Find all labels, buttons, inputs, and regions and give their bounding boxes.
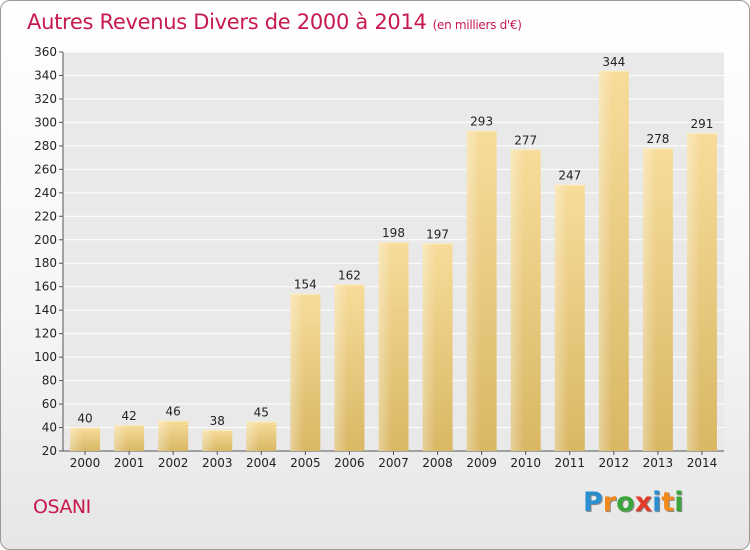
bar-highlight [202, 429, 216, 451]
y-tick-label: 360 [34, 45, 57, 59]
axes: 20 40 60 80 100 120 140 160 180 200 220 240 260 280 30… [34, 45, 724, 470]
x-tick-label: 2000 [70, 456, 101, 470]
data-label: 291 [691, 117, 714, 131]
x-tick-label: 2003 [202, 456, 233, 470]
bar-highlight [246, 421, 260, 451]
y-tick-label: 20 [42, 444, 57, 458]
bar-highlight [466, 130, 481, 451]
bar-highlight [422, 243, 437, 451]
x-tick-label: 2002 [158, 456, 189, 470]
y-tick-label: 240 [34, 186, 57, 200]
data-label: 45 [254, 406, 269, 420]
title-text: Autres Revenus Divers de 2000 à 2014 [27, 10, 427, 34]
data-label: 344 [602, 55, 625, 69]
y-tick-label: 300 [34, 115, 57, 129]
chart-title: Autres Revenus Divers de 2000 à 2014 (en … [27, 10, 522, 34]
logo-letter: x [634, 487, 653, 518]
y-tick-label: 320 [34, 92, 57, 106]
bar-highlight [686, 132, 701, 452]
y-tick-label: 180 [34, 256, 57, 270]
y-tick-label: 80 [42, 374, 57, 388]
logo-letter: i [674, 487, 684, 518]
y-tick-label: 260 [34, 162, 57, 176]
data-label: 277 [514, 133, 537, 147]
x-tick-label: 2008 [422, 456, 453, 470]
title-unit: (en milliers d'€) [432, 18, 522, 32]
x-tick-label: 2009 [466, 456, 497, 470]
bar-highlight [70, 427, 84, 451]
logo-letter: r [602, 487, 617, 518]
data-label: 197 [426, 227, 449, 241]
data-label: 278 [646, 132, 669, 146]
x-tick-label: 2007 [378, 456, 409, 470]
bar-highlight [378, 242, 392, 451]
data-label: 247 [558, 169, 581, 183]
data-label: 198 [382, 226, 405, 240]
data-label: 40 [77, 412, 92, 426]
logo-letter: P [583, 487, 603, 518]
y-tick-label: 120 [34, 327, 57, 341]
x-tick-label: 2001 [114, 456, 145, 470]
bar-highlight [290, 293, 304, 451]
bar-highlight [598, 70, 613, 451]
y-tick-label: 140 [34, 303, 57, 317]
bar-highlight [158, 420, 172, 451]
bar-highlight [114, 425, 128, 451]
data-label: 42 [121, 409, 136, 423]
place-name: OSANI [33, 496, 91, 518]
y-tick-label: 160 [34, 280, 57, 294]
x-tick-label: 2006 [334, 456, 365, 470]
y-tick-label: 220 [34, 209, 57, 223]
x-tick-label: 2004 [246, 456, 277, 470]
bar-highlight [510, 149, 525, 451]
bars: 40 42 46 38 45 154 162 198 197 293 277 247 344 278 291 [70, 55, 717, 452]
y-tick-label: 100 [34, 350, 57, 364]
x-tick-label: 2005 [290, 456, 321, 470]
bar-highlight [642, 148, 657, 451]
bar-highlight [334, 284, 348, 451]
data-label: 162 [338, 268, 361, 282]
y-tick-label: 200 [34, 233, 57, 247]
proxiti-logo: Proxiti [583, 487, 684, 518]
x-tick-label: 2010 [510, 456, 541, 470]
logo-letter: t [661, 487, 675, 518]
x-tick-label: 2013 [643, 456, 674, 470]
data-label: 46 [166, 404, 181, 418]
y-tick-label: 60 [42, 397, 57, 411]
x-tick-label: 2011 [554, 456, 585, 470]
logo-letter: i [652, 487, 662, 518]
data-label: 38 [210, 414, 225, 428]
bar-highlight [554, 184, 569, 451]
x-tick-label: 2014 [687, 456, 718, 470]
data-label: 154 [294, 278, 317, 292]
y-tick-label: 280 [34, 139, 57, 153]
y-tick-label: 340 [34, 68, 57, 82]
y-tick-label: 40 [42, 421, 57, 435]
data-label: 293 [470, 115, 493, 129]
logo-letter: o [616, 487, 635, 518]
x-tick-label: 2012 [599, 456, 630, 470]
